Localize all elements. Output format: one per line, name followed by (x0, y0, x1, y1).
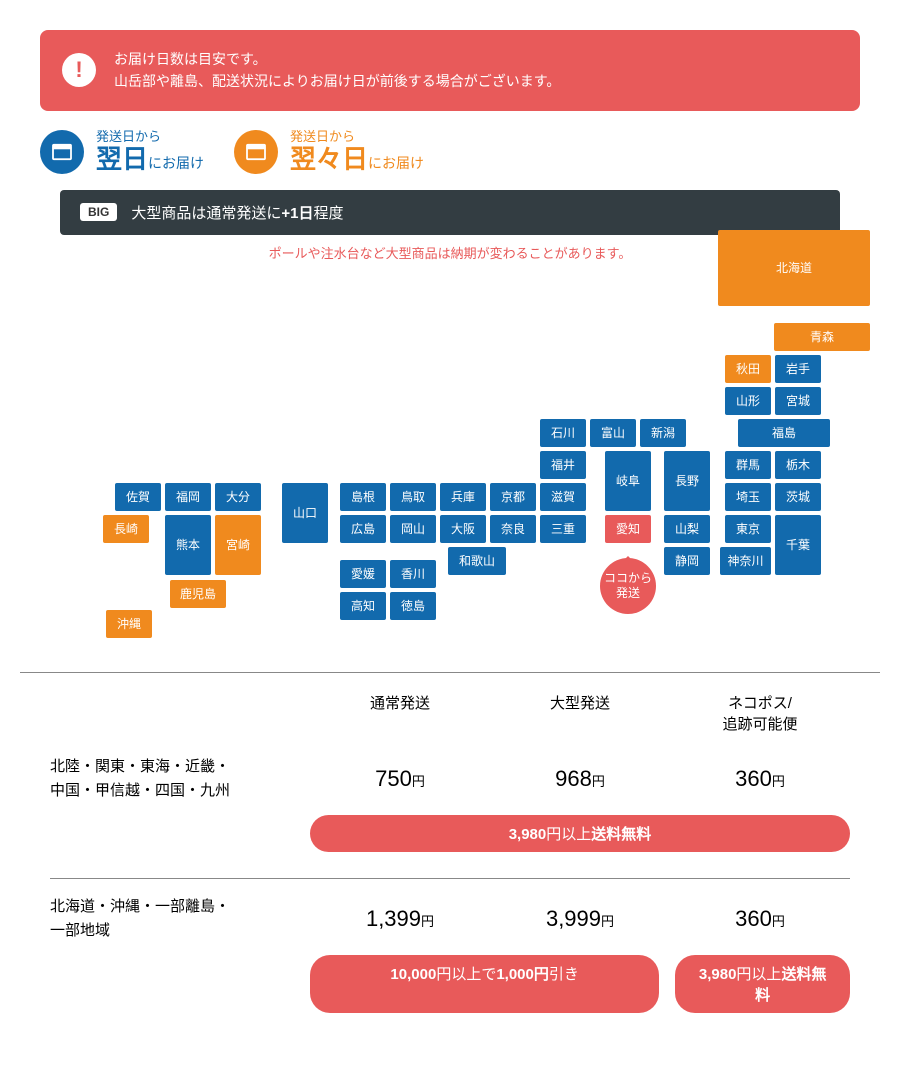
prefecture-山口: 山口 (282, 483, 328, 543)
prefecture-愛媛: 愛媛 (340, 560, 386, 588)
warning-banner: ! お届け日数は目安です。 山岳部や離島、配送状況によりお届け日が前後する場合が… (40, 30, 860, 111)
separator (50, 878, 850, 879)
prefecture-三重: 三重 (540, 515, 586, 543)
prefecture-栃木: 栃木 (775, 451, 821, 479)
prefecture-福岡: 福岡 (165, 483, 211, 511)
legend-row: 発送日から 翌日にお届け 発送日から 翌々日にお届け (40, 129, 860, 176)
shipping-table: 通常発送 大型発送 ネコポス/追跡可能便 北陸・関東・東海・近畿・中国・甲信越・… (20, 683, 880, 1013)
prefecture-兵庫: 兵庫 (440, 483, 486, 511)
calendar-icon-orange (234, 130, 278, 174)
prefecture-長野: 長野 (664, 451, 710, 511)
prefecture-青森: 青森 (774, 323, 870, 351)
prefecture-高知: 高知 (340, 592, 386, 620)
big-tag: BIG (80, 203, 117, 221)
free-shipping-pill: 3,980円以上送料無料 (310, 815, 850, 852)
prefecture-京都: 京都 (490, 483, 536, 511)
prefecture-広島: 広島 (340, 515, 386, 543)
prefecture-山形: 山形 (725, 387, 771, 415)
prefecture-岐阜: 岐阜 (605, 451, 651, 511)
big-item-notice: BIG 大型商品は通常発送に+1日程度 (60, 190, 840, 235)
japan-map: ココから発送 北海道青森秋田岩手山形宮城福島群馬栃木埼玉茨城東京千葉神奈川新潟長… (20, 280, 880, 580)
prefecture-滋賀: 滋賀 (540, 483, 586, 511)
prefecture-秋田: 秋田 (725, 355, 771, 383)
prefecture-千葉: 千葉 (775, 515, 821, 575)
prefecture-徳島: 徳島 (390, 592, 436, 620)
legend-two-day: 発送日から 翌々日にお届け (234, 129, 424, 176)
prefecture-静岡: 静岡 (664, 547, 710, 575)
prefecture-山梨: 山梨 (664, 515, 710, 543)
prefecture-島根: 島根 (340, 483, 386, 511)
prefecture-東京: 東京 (725, 515, 771, 543)
banner-text: お届け日数は目安です。 山岳部や離島、配送状況によりお届け日が前後する場合がござ… (114, 48, 560, 93)
prefecture-神奈川: 神奈川 (720, 547, 771, 575)
separator (20, 672, 880, 673)
prefecture-北海道: 北海道 (718, 230, 870, 306)
table-row: 北陸・関東・東海・近畿・中国・甲信越・四国・九州 750円 968円 360円 (50, 755, 850, 803)
exclamation-icon: ! (62, 53, 96, 87)
legend-next-day: 発送日から 翌日にお届け (40, 129, 204, 176)
table-header: 通常発送 大型発送 ネコポス/追跡可能便 (50, 693, 850, 735)
prefecture-鹿児島: 鹿児島 (170, 580, 226, 608)
prefecture-鳥取: 鳥取 (390, 483, 436, 511)
prefecture-福井: 福井 (540, 451, 586, 479)
free-shipping-pill: 3,980円以上送料無料 (675, 955, 850, 1013)
prefecture-岩手: 岩手 (775, 355, 821, 383)
prefecture-沖縄: 沖縄 (106, 610, 152, 638)
prefecture-大阪: 大阪 (440, 515, 486, 543)
calendar-icon-blue (40, 130, 84, 174)
prefecture-愛知: 愛知 (605, 515, 651, 543)
prefecture-埼玉: 埼玉 (725, 483, 771, 511)
prefecture-奈良: 奈良 (490, 515, 536, 543)
pill-row: 10,000円以上で1,000円引き 3,980円以上送料無料 (50, 955, 850, 1013)
prefecture-宮崎: 宮崎 (215, 515, 261, 575)
prefecture-宮城: 宮城 (775, 387, 821, 415)
prefecture-福島: 福島 (738, 419, 830, 447)
prefecture-香川: 香川 (390, 560, 436, 588)
prefecture-岡山: 岡山 (390, 515, 436, 543)
prefecture-富山: 富山 (590, 419, 636, 447)
prefecture-石川: 石川 (540, 419, 586, 447)
prefecture-群馬: 群馬 (725, 451, 771, 479)
discount-pill: 10,000円以上で1,000円引き (310, 955, 659, 1013)
ship-from-bubble: ココから発送 (600, 558, 656, 614)
prefecture-佐賀: 佐賀 (115, 483, 161, 511)
prefecture-長崎: 長崎 (103, 515, 149, 543)
prefecture-和歌山: 和歌山 (448, 547, 506, 575)
pill-row: 3,980円以上送料無料 (50, 815, 850, 852)
prefecture-新潟: 新潟 (640, 419, 686, 447)
prefecture-茨城: 茨城 (775, 483, 821, 511)
table-row: 北海道・沖縄・一部離島・一部地域 1,399円 3,999円 360円 (50, 895, 850, 943)
prefecture-熊本: 熊本 (165, 515, 211, 575)
prefecture-大分: 大分 (215, 483, 261, 511)
